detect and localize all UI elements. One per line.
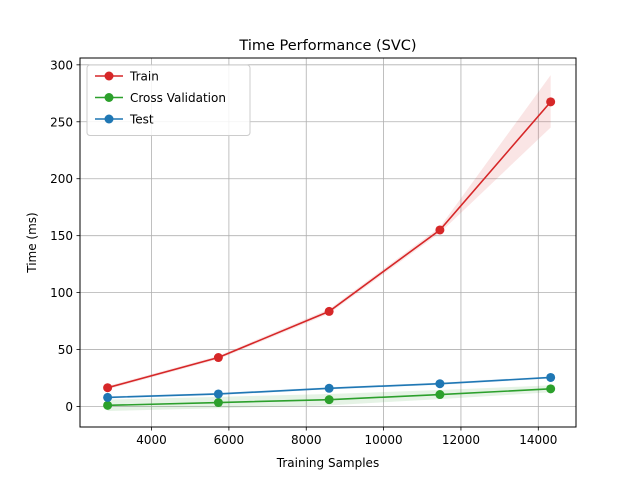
legend: Train Cross Validation Test [86,64,251,136]
chart-title: Time Performance (SVC) [238,38,416,54]
point-cross-validation [213,398,223,408]
line-train [107,101,552,389]
point-test [324,383,334,393]
point-test [546,372,556,382]
series-points [103,97,556,410]
legend-label-cross-validation: Cross Validation [130,91,226,105]
point-train [213,353,223,363]
point-cross-validation [324,395,334,405]
point-cross-validation [435,390,445,400]
legend-label-train: Train [129,70,159,84]
point-cross-validation [103,400,113,410]
y-tick-label: 250 [50,115,73,129]
point-test [103,392,113,402]
axis-ticks: 4000 6000 8000 10000 12000 14000 0 50 100 150 200 2… [50,58,557,447]
legend-marker-cross-validation [104,93,114,102]
x-tick-label: 10000 [365,433,403,447]
x-tick-label: 12000 [442,433,480,447]
legend-marker-test [104,114,114,124]
point-test [435,379,445,389]
y-tick-label: 150 [50,229,73,243]
y-tick-label: 0 [65,400,73,414]
point-train [103,383,113,393]
x-axis-label: Training Samples [276,456,379,470]
series-lines [107,101,552,407]
plot-frame [79,57,577,428]
y-axis-label: Time (ms) [25,212,39,274]
point-train [324,306,334,316]
x-tick-label: 6000 [214,433,245,447]
x-tick-label: 4000 [136,433,167,447]
y-tick-label: 100 [50,286,73,300]
y-tick-label: 300 [50,58,73,72]
y-tick-label: 200 [50,172,73,186]
legend-label-test: Test [129,113,154,127]
point-cross-validation [546,384,556,394]
x-tick-label: 14000 [519,433,557,447]
point-test [213,389,223,399]
legend-marker-train [104,71,114,81]
legend-box [86,64,251,136]
x-tick-label: 8000 [291,433,322,447]
point-train [435,225,445,235]
y-tick-label: 50 [58,343,73,357]
point-train [546,97,556,107]
